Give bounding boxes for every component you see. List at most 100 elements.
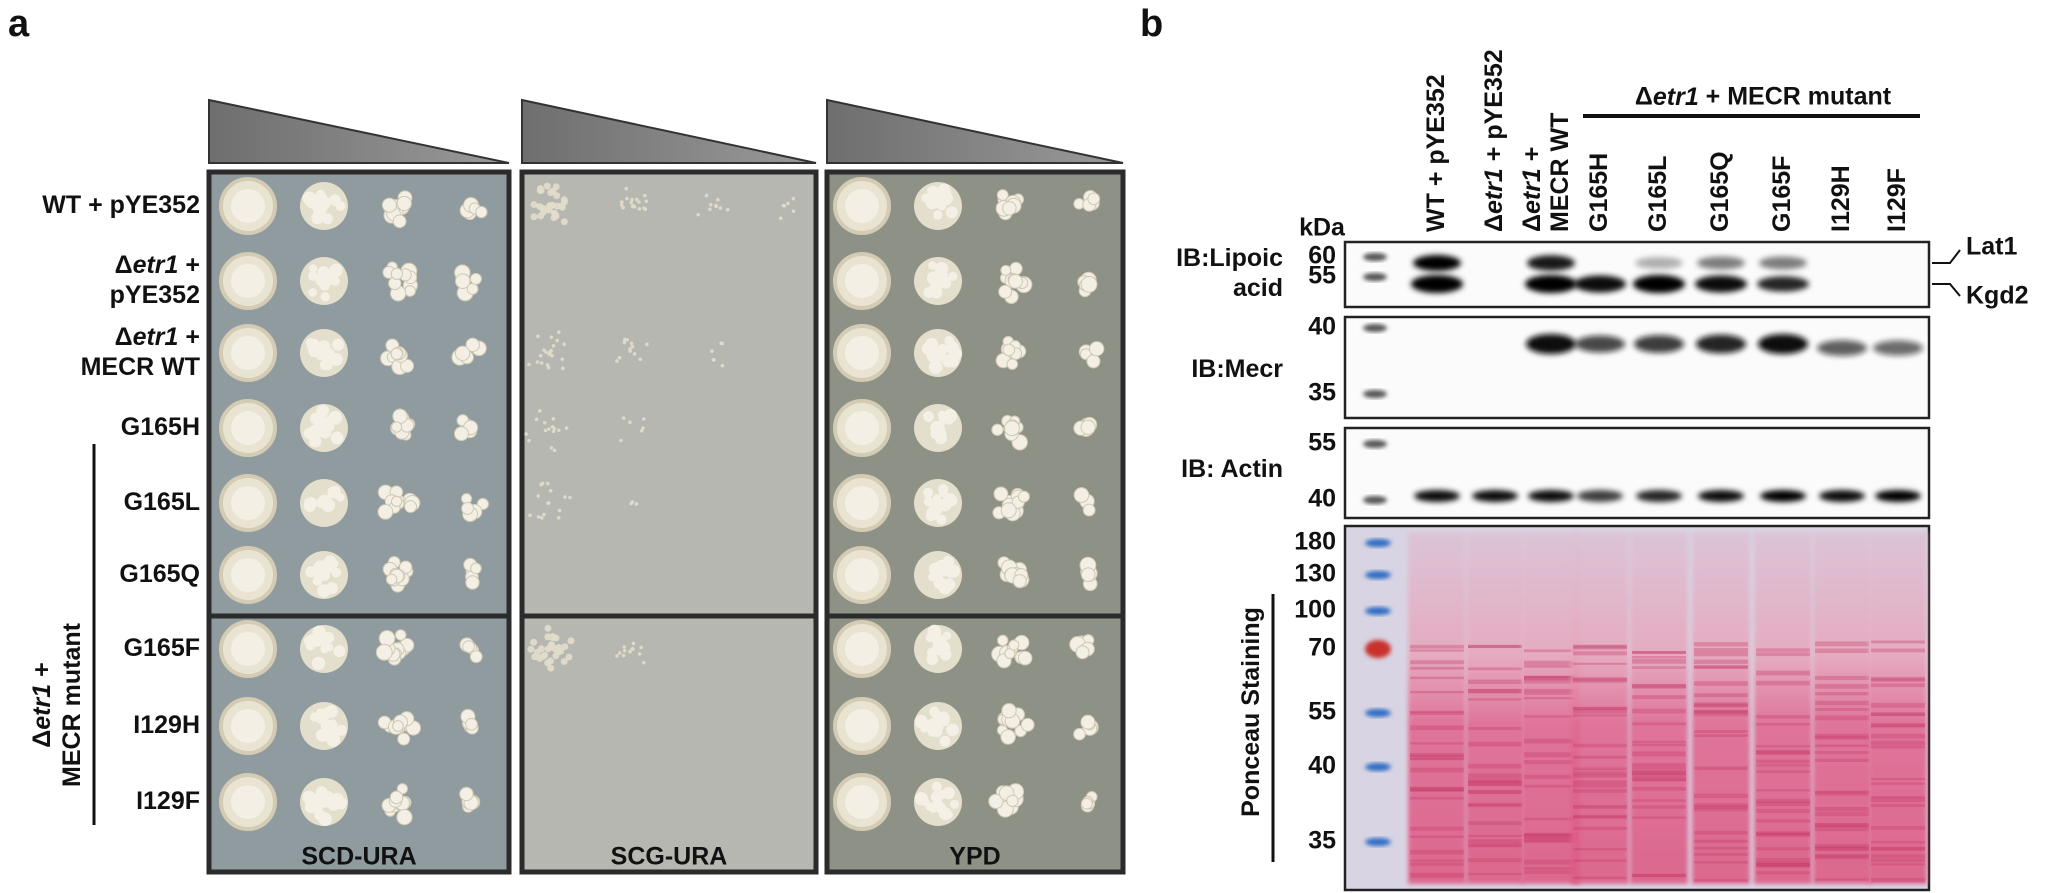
stain-band: [1815, 854, 1869, 860]
stain-band: [1756, 798, 1810, 804]
lane-group-label: Δetr1 + MECR mutant: [1635, 83, 1892, 111]
band: [1577, 490, 1623, 502]
colony: [621, 653, 626, 658]
colony-spot-center: [231, 486, 265, 520]
colony: [1008, 639, 1020, 651]
stain-band: [1756, 715, 1810, 719]
stain-band: [1468, 872, 1522, 876]
stain-band: [1694, 709, 1748, 713]
stain-band: [1632, 651, 1686, 654]
colony: [553, 192, 561, 200]
colony: [622, 340, 627, 345]
stain-band: [1524, 690, 1578, 695]
colony: [462, 640, 475, 653]
colony: [716, 198, 720, 202]
stain-band: [1815, 846, 1869, 851]
colony: [329, 559, 339, 569]
ladder-band: [1365, 709, 1391, 717]
stain-band: [1468, 778, 1522, 783]
lane-label-line: G165Q: [1706, 151, 1734, 232]
stain-band: [1410, 859, 1464, 862]
stain-band: [1632, 651, 1686, 655]
colony: [625, 338, 629, 342]
colony: [925, 511, 937, 522]
colony: [1006, 794, 1019, 807]
colony: [948, 271, 958, 281]
stain-band: [1871, 841, 1925, 844]
stain-band: [1694, 642, 1748, 647]
colony: [923, 496, 934, 507]
colony: [316, 404, 330, 418]
lane-label-line: MECR WT: [1546, 113, 1574, 232]
stain-lane: [1571, 532, 1629, 884]
colony: [331, 567, 342, 578]
unit-label: kDa: [1299, 214, 1346, 242]
stain-band: [1573, 847, 1627, 851]
strain-label-line: MECR WT: [81, 353, 200, 381]
stain-band: [1871, 797, 1925, 803]
colony: [547, 189, 555, 197]
colony-spot-center: [845, 336, 879, 370]
colony: [560, 658, 568, 666]
colony: [628, 420, 632, 425]
colony: [786, 201, 790, 206]
stain-band: [1524, 752, 1578, 758]
colony: [560, 218, 568, 226]
colony: [630, 647, 634, 651]
callout: [1932, 283, 1961, 297]
stain-band: [1756, 789, 1810, 792]
colony: [632, 352, 637, 356]
stain-band: [1756, 770, 1810, 773]
stain-band: [1871, 712, 1925, 717]
colony: [311, 636, 323, 647]
stain-band: [1468, 821, 1522, 826]
colony: [545, 481, 550, 486]
stain-band: [1632, 787, 1686, 791]
stain-band: [1524, 833, 1578, 839]
colony: [930, 278, 941, 289]
stain-band: [1756, 832, 1810, 836]
colony: [644, 199, 649, 203]
stain-band: [1694, 846, 1748, 850]
lane-label: WT + pYE352: [1422, 74, 1450, 232]
colony: [543, 182, 551, 190]
colony: [619, 203, 624, 207]
strain-label: WT + pYE352: [42, 191, 200, 219]
colony: [1075, 645, 1090, 660]
stain-band: [1694, 852, 1748, 856]
band: [1875, 490, 1921, 502]
colony: [629, 501, 633, 506]
stain-band: [1524, 664, 1578, 668]
colony: [465, 337, 480, 353]
strain-label-line: I129F: [136, 787, 200, 815]
stain-band: [1815, 823, 1869, 827]
stain-band: [1632, 740, 1686, 743]
band: [1411, 275, 1463, 293]
stain-band: [1756, 764, 1810, 767]
stain-band: [1815, 648, 1869, 654]
stain-band: [1632, 765, 1686, 770]
stain-band: [1573, 677, 1627, 682]
colony: [567, 637, 575, 645]
stain-band: [1756, 670, 1810, 676]
colony: [930, 428, 942, 440]
colony-spot-center: [231, 411, 265, 445]
stain-band: [1524, 817, 1578, 821]
stain-band: [1573, 645, 1627, 650]
stain-band: [1756, 680, 1810, 686]
colony: [404, 285, 416, 297]
colony: [1089, 341, 1105, 357]
stain-band: [1694, 703, 1748, 708]
colony: [330, 431, 344, 445]
colony: [546, 365, 551, 370]
stain-band: [1815, 735, 1869, 740]
colony: [1080, 714, 1096, 730]
colony: [312, 625, 326, 639]
strain-label: G165L: [124, 488, 200, 516]
stain-band: [1756, 857, 1810, 862]
stain-band: [1573, 804, 1627, 808]
stain-band: [1524, 870, 1578, 874]
ladder-band: [1365, 763, 1391, 771]
stain-band: [1815, 700, 1869, 706]
colony: [545, 202, 553, 210]
